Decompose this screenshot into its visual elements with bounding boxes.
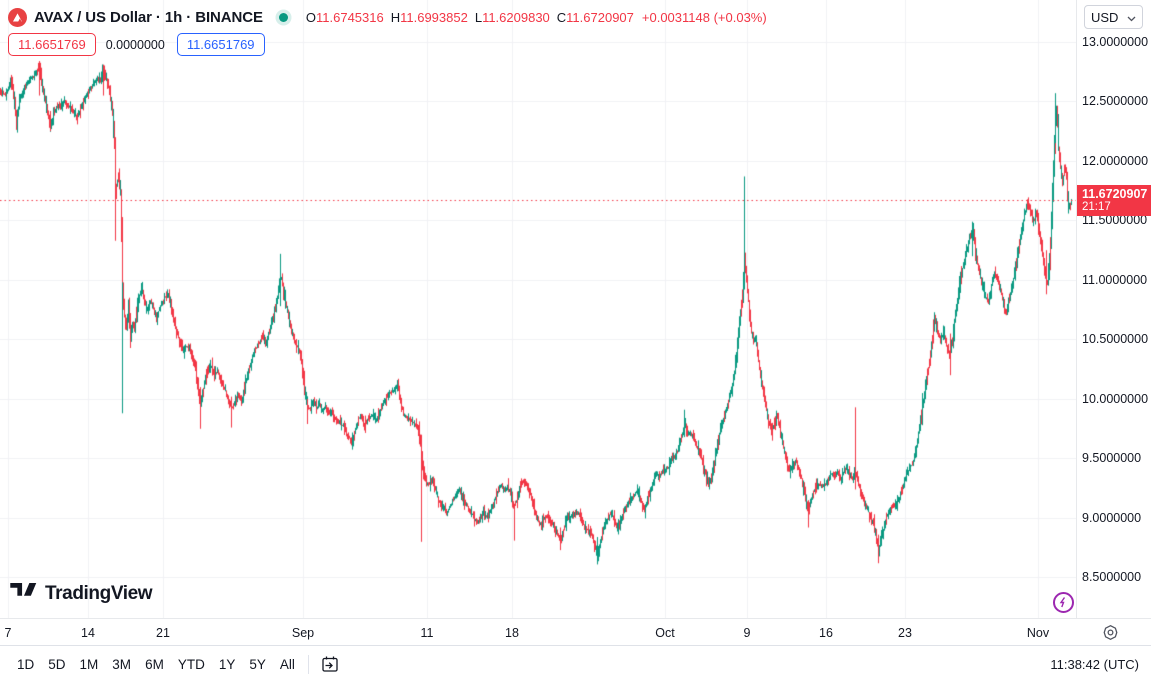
currency-dropdown[interactable]: USD	[1084, 5, 1143, 29]
purple-ring-icon[interactable]	[1053, 592, 1074, 613]
price-axis-label: 13.0000000	[1082, 35, 1149, 49]
ohlc-c: C11.6720907	[556, 9, 634, 25]
range-button-1m[interactable]: 1M	[79, 656, 99, 672]
buy-price-button[interactable]: 11.6651769	[176, 33, 265, 56]
price-axis-label: 10.0000000	[1082, 392, 1149, 406]
toolbar-divider	[307, 654, 309, 674]
price-axis-label: 9.5000000	[1082, 451, 1142, 465]
range-button-5d[interactable]: 5D	[48, 656, 66, 672]
avax-logo-icon	[8, 7, 27, 27]
sell-price-button[interactable]: 11.6651769	[8, 33, 96, 56]
candlestick-chart-canvas[interactable]	[0, 0, 1076, 618]
range-button-1d[interactable]: 1D	[17, 656, 35, 672]
ohlc-o: O11.6745316	[305, 9, 384, 25]
price-axis-label: 12.5000000	[1082, 94, 1149, 108]
time-axis-label: 18	[505, 626, 519, 640]
price-axis-label: 12.0000000	[1082, 154, 1149, 168]
price-axis-label: 8.5000000	[1082, 570, 1142, 584]
chart-header: AVAX / US Dollar · 1h · BINANCE O11.6745…	[8, 6, 767, 56]
date-range-buttons: 1D 5D 1M 3M 6M YTD 1Y 5Y All	[10, 654, 302, 675]
ohlc-values: O11.6745316 H11.6993852 L11.6209830 C11.672…	[306, 10, 767, 25]
price-change: +0.0031148 (+0.03%)	[641, 9, 767, 25]
range-button-6m[interactable]: 6M	[145, 656, 164, 672]
range-button-3m[interactable]: 3M	[112, 656, 132, 672]
price-axis-label: 11.0000000	[1082, 273, 1148, 287]
spread-value: 0.0000000	[105, 37, 165, 52]
gear-icon[interactable]	[1102, 624, 1119, 646]
chevron-down-icon	[1127, 10, 1136, 25]
time-axis-label: 7	[4, 626, 12, 640]
time-axis-label: 9	[743, 626, 751, 640]
time-axis-label: 11	[420, 626, 434, 640]
bottom-toolbar: 1D 5D 1M 3M 6M YTD 1Y 5Y All 11:38:42 (UTC)	[0, 647, 1151, 681]
symbol-title[interactable]: AVAX / US Dollar · 1h · BINANCE	[34, 8, 263, 26]
go-to-date-icon[interactable]	[318, 653, 342, 676]
time-axis-label: 14	[81, 626, 95, 640]
currency-value: USD	[1091, 9, 1119, 25]
price-axis[interactable]: 11.6720907 21:17 13.0000000 12.5000000 12.…	[1076, 0, 1151, 618]
time-axis-label: 16	[819, 626, 833, 640]
range-button-all[interactable]: All	[279, 656, 295, 672]
watermark-label: TradingView	[45, 583, 153, 604]
time-axis-label: Sep	[291, 626, 315, 640]
last-price-badge: 11.6720907 21:17	[1077, 185, 1151, 216]
time-axis-label: Oct	[655, 626, 675, 640]
time-axis-label: 21	[156, 626, 170, 640]
range-button-1y[interactable]: 1Y	[218, 656, 236, 672]
market-status-dot-icon[interactable]	[278, 12, 288, 22]
price-axis-label: 9.0000000	[1082, 511, 1142, 525]
ohlc-l: L11.6209830	[474, 9, 550, 25]
last-price-value: 11.6720907	[1082, 187, 1148, 201]
price-axis-label: 11.5000000	[1082, 213, 1148, 227]
tradingview-logo-icon	[10, 583, 37, 605]
session-clock[interactable]: 11:38:42 (UTC)	[1050, 656, 1139, 672]
last-price-time: 21:17	[1082, 201, 1111, 213]
ohlc-h: H11.6993852	[390, 9, 468, 25]
price-axis-label: 10.5000000	[1082, 332, 1149, 346]
time-axis-label: 23	[898, 626, 912, 640]
tradingview-watermark: TradingView	[10, 583, 153, 605]
range-button-ytd[interactable]: YTD	[177, 656, 205, 672]
range-button-5y[interactable]: 5Y	[249, 656, 266, 672]
time-axis[interactable]: 7 14 21 Sep 11 18 Oct 9 16 23 Nov	[0, 618, 1151, 646]
time-axis-label: Nov	[1026, 626, 1050, 640]
